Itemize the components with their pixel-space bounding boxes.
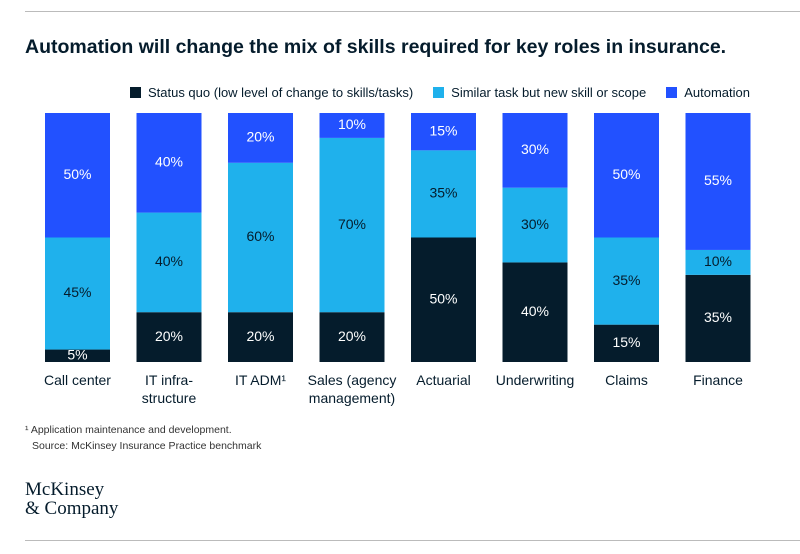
bar-segment — [319, 113, 385, 138]
bar-segment — [136, 113, 202, 213]
value-label: 55% — [704, 172, 732, 188]
bar-segment — [136, 312, 202, 362]
x-tick-label: Underwriting — [495, 372, 575, 388]
legend-label: Similar task but new skill or scope — [451, 85, 647, 100]
bottom-rule — [25, 540, 800, 541]
value-label: 50% — [63, 166, 91, 182]
value-label: 35% — [429, 185, 457, 201]
value-label: 10% — [338, 116, 366, 132]
bar-segment — [502, 113, 568, 188]
bar-segment — [228, 312, 293, 362]
bar-segment — [594, 324, 659, 362]
value-label: 35% — [704, 309, 732, 325]
legend-label: Automation — [684, 85, 750, 100]
value-label: 20% — [155, 328, 183, 344]
x-tick-label: Sales (agency management) — [307, 372, 397, 406]
value-label: 30% — [521, 216, 549, 232]
legend-swatch — [666, 87, 678, 98]
value-label: 15% — [612, 334, 640, 350]
legend-item: Status quo (low level of change to skill… — [129, 85, 414, 100]
bar-segment — [228, 113, 293, 163]
bar-segment — [594, 113, 659, 238]
bar-segment — [685, 113, 751, 250]
bar-segment — [319, 137, 385, 313]
bar-segment — [411, 113, 476, 151]
legend-item: Similar task but new skill or scope — [433, 85, 646, 100]
footnote: ¹ Application maintenance and developmen… — [25, 424, 232, 436]
legend-label: Status quo (low level of change to skill… — [147, 85, 414, 100]
x-tick-label: Call center — [44, 372, 111, 388]
value-label: 40% — [155, 154, 183, 170]
bar-segment — [45, 237, 110, 350]
value-label: 20% — [246, 129, 274, 145]
logo: & Company — [25, 498, 119, 519]
value-label: 60% — [246, 228, 274, 244]
bar-segment — [685, 274, 751, 362]
bar-segment — [411, 237, 476, 362]
value-label: 50% — [612, 166, 640, 182]
bar-segment — [685, 249, 751, 275]
bar-segment — [594, 237, 659, 325]
value-label: 45% — [63, 284, 91, 300]
top-rule — [25, 11, 800, 12]
bar-segment — [228, 162, 293, 313]
x-tick-label: IT ADM¹ — [234, 372, 287, 388]
x-tick-label: Finance — [693, 372, 743, 388]
value-label: 35% — [612, 272, 640, 288]
bar-segment — [319, 312, 385, 362]
bar-segment — [45, 349, 110, 362]
bar-segment — [411, 150, 476, 238]
bar-segment — [502, 262, 568, 362]
legend-item: Automation — [666, 85, 750, 100]
logo: McKinsey — [25, 479, 105, 500]
legend-swatch — [129, 87, 141, 98]
value-label: 20% — [338, 328, 366, 344]
source: Source: McKinsey Insurance Practice benc… — [32, 440, 262, 452]
value-label: 40% — [155, 253, 183, 269]
legend-swatch — [433, 87, 445, 98]
value-label: 20% — [246, 328, 274, 344]
value-label: 30% — [521, 141, 549, 157]
x-tick-label: IT infra-structure — [141, 372, 197, 406]
bar-segment — [136, 212, 202, 313]
value-label: 50% — [429, 290, 457, 306]
value-label: 5% — [67, 347, 87, 363]
value-label: 15% — [429, 122, 457, 138]
value-label: 40% — [521, 303, 549, 319]
x-tick-label: Claims — [605, 372, 648, 388]
bar-segment — [502, 187, 568, 263]
chart-title: Automation will change the mix of skills… — [25, 36, 727, 58]
bar-segment — [45, 113, 110, 238]
value-label: 10% — [704, 253, 732, 269]
x-tick-label: Actuarial — [416, 372, 471, 388]
value-label: 70% — [338, 216, 366, 232]
legend: Status quo (low level of change to skill… — [129, 85, 750, 100]
